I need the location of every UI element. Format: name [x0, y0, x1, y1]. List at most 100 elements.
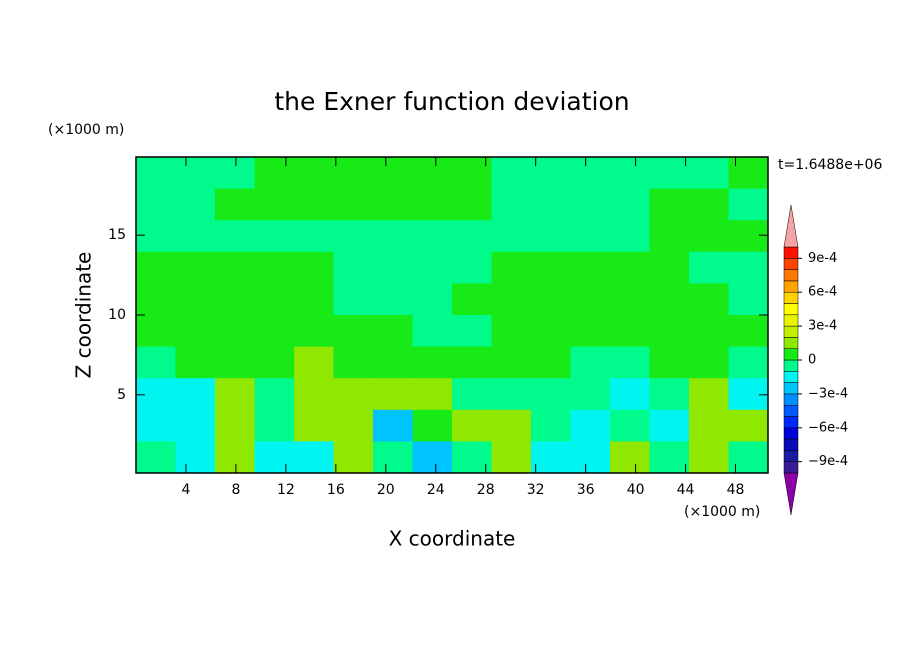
- contour-cell: [412, 346, 453, 379]
- contour-cell: [373, 283, 413, 316]
- contour-cell: [649, 346, 690, 379]
- contour-cell: [254, 409, 295, 442]
- contour-cell: [215, 157, 255, 190]
- contour-cell: [333, 441, 374, 474]
- contour-cell: [570, 251, 611, 284]
- annotation: t=1.6488e+06: [778, 157, 882, 173]
- contour-cell: [531, 346, 571, 379]
- contour-cell: [373, 188, 413, 221]
- contour-cell: [689, 251, 729, 284]
- contour-cell: [333, 220, 374, 253]
- colorbar-band: [783, 416, 799, 429]
- contour-cell: [136, 283, 176, 316]
- contour-cell: [373, 378, 413, 411]
- contour-cell: [728, 378, 769, 411]
- contour-cell: [333, 251, 374, 284]
- contour-cell: [215, 251, 255, 284]
- contour-cell: [570, 409, 611, 442]
- contour-cell: [570, 346, 611, 379]
- contour-cell: [412, 251, 453, 284]
- contour-cell: [728, 346, 769, 379]
- contour-cell: [728, 220, 769, 253]
- colorbar-band: [783, 393, 799, 406]
- contour-cell: [175, 283, 216, 316]
- x-tick-label: 44: [677, 482, 695, 498]
- contour-cell: [294, 441, 334, 474]
- contour-cell: [689, 188, 729, 221]
- y-unit: (×1000 m): [48, 122, 124, 138]
- contour-cell: [215, 283, 255, 316]
- colorbar-tick-label: −9e-4: [808, 454, 848, 469]
- contour-cell: [175, 157, 216, 190]
- y-axis-label: Z coordinate: [72, 252, 96, 379]
- contour-cell: [175, 315, 216, 348]
- colorbar-band: [783, 314, 799, 327]
- contour-cell: [570, 378, 611, 411]
- contour-cell: [452, 188, 492, 221]
- contour-cell: [728, 409, 769, 442]
- contour-cell: [649, 409, 690, 442]
- contour-cell: [412, 441, 453, 474]
- contour-cell: [175, 188, 216, 221]
- contour-cell: [254, 188, 295, 221]
- contour-cell: [728, 315, 769, 348]
- colorbar-band: [783, 382, 799, 395]
- contour-cell: [294, 220, 334, 253]
- contour-cell: [294, 188, 334, 221]
- contour-cell: [175, 409, 216, 442]
- contour-cell: [136, 346, 176, 379]
- colorbar-tick-label: −3e-4: [808, 386, 848, 401]
- contour-cell: [649, 315, 690, 348]
- contour-cell: [610, 378, 650, 411]
- colorbar-band: [783, 404, 799, 417]
- contour-cell: [728, 251, 769, 284]
- contour-cell: [254, 441, 295, 474]
- contour-cell: [649, 220, 690, 253]
- contour-cell: [136, 251, 176, 284]
- contour-cell: [649, 157, 690, 190]
- contour-cell: [136, 188, 176, 221]
- contour-cell: [689, 220, 729, 253]
- contour-cell: [689, 346, 729, 379]
- contour-cell: [215, 441, 255, 474]
- contour-cell: [452, 315, 492, 348]
- x-tick-label: 12: [277, 482, 295, 498]
- contour-cell: [215, 315, 255, 348]
- x-tick-label: 36: [577, 482, 595, 498]
- contour-cell: [491, 188, 532, 221]
- colorbar-band: [783, 450, 799, 462]
- contour-cell: [333, 315, 374, 348]
- contour-cell: [136, 378, 176, 411]
- contour-cell: [136, 157, 176, 190]
- contour-cell: [610, 220, 650, 253]
- contour-cell: [254, 315, 295, 348]
- contour-cell: [412, 157, 453, 190]
- colorbar-band: [783, 438, 799, 451]
- colorbar-extend-low: [783, 472, 799, 516]
- contour-cell: [136, 220, 176, 253]
- contour-cell: [254, 346, 295, 379]
- contour-cell: [491, 378, 532, 411]
- contour-cell: [412, 409, 453, 442]
- contour-cell: [649, 441, 690, 474]
- contour-cell: [531, 283, 571, 316]
- contour-cell: [373, 441, 413, 474]
- contour-cell: [649, 283, 690, 316]
- contour-cell: [175, 378, 216, 411]
- contour-cell: [570, 188, 611, 221]
- contour-cell: [294, 283, 334, 316]
- contour-cell: [412, 283, 453, 316]
- contour-cell: [491, 441, 532, 474]
- x-tick-label: 28: [477, 482, 495, 498]
- contour-cell: [570, 315, 611, 348]
- contour-cell: [333, 346, 374, 379]
- contour-cell: [136, 315, 176, 348]
- contour-cell: [373, 346, 413, 379]
- colorbar-tick-label: 9e-4: [808, 251, 837, 266]
- contour-cell: [531, 251, 571, 284]
- contour-cell: [452, 346, 492, 379]
- contour-cell: [610, 409, 650, 442]
- contour-cell: [333, 409, 374, 442]
- colorbar-tick-label: 6e-4: [808, 285, 837, 300]
- x-axis-label: X coordinate: [389, 527, 516, 551]
